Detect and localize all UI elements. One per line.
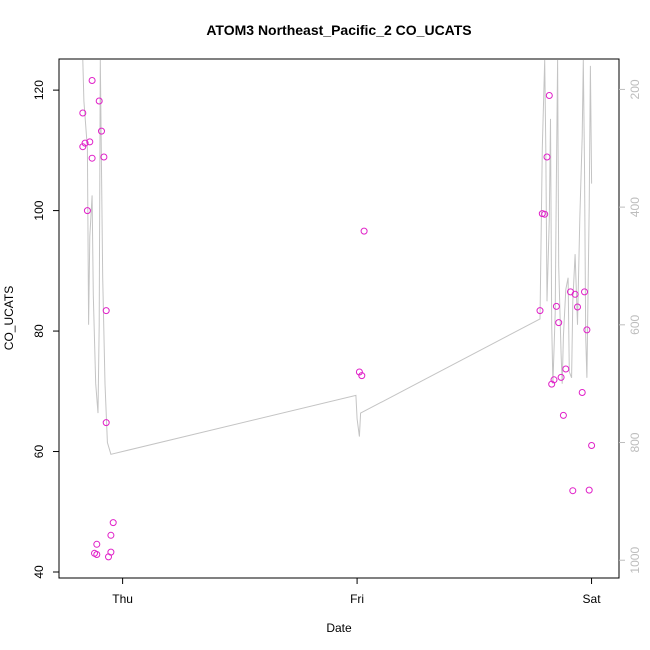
data-point [81,139,89,147]
data-point [93,551,101,558]
right-tick-label: 400 [628,197,642,217]
data-point [545,92,553,99]
data-point [557,373,565,381]
axes: 40 60 80 100 120 200 400 600 800 1000 Thu Fri Sat [32,58,642,606]
line-series [82,59,593,455]
y-axis-label: CO_UCATS [2,286,16,350]
y-tick-label: 40 [32,565,46,579]
data-point [541,210,549,218]
data-point [536,307,544,315]
data-point [93,540,101,548]
data-point [109,519,117,527]
data-point [79,143,87,151]
pressure-line [82,59,593,455]
data-point [100,153,108,161]
right-tick-label: 600 [628,314,642,334]
data-point [355,368,363,376]
data-point [578,389,586,396]
data-point [107,548,115,556]
data-point [95,97,103,105]
point-series [79,77,596,561]
data-point [571,290,579,298]
data-point [83,207,91,215]
data-point [88,154,96,162]
data-point [555,319,563,327]
data-point [79,109,87,117]
y-tick-label: 100 [32,200,46,220]
data-point [543,153,551,161]
right-tick-label: 1000 [628,547,642,574]
data-point [86,138,94,146]
chart-title: ATOM3 Northeast_Pacific_2 CO_UCATS [206,22,471,38]
data-point [583,326,591,334]
data-point [569,487,577,495]
data-point [98,127,105,135]
data-point [360,227,368,235]
right-tick-label: 200 [628,79,642,99]
data-point [585,486,593,494]
x-tick-label: Fri [350,592,364,606]
right-tick-label: 800 [628,432,642,452]
x-tick-label: Thu [112,592,133,606]
data-point [559,411,567,419]
x-tick-label: Sat [583,592,602,606]
data-point [552,302,560,310]
data-point [107,531,115,539]
x-axis-label: Date [326,621,352,635]
data-point [102,419,110,427]
data-point [88,77,96,84]
y-tick-label: 120 [32,80,46,100]
data-point [588,442,596,449]
data-point [574,303,581,311]
y-tick-label: 60 [32,445,46,459]
data-point [102,307,110,315]
data-point [550,376,558,384]
y-tick-label: 80 [32,324,46,338]
plot-frame [58,58,620,579]
data-point [562,365,570,373]
data-point [581,288,588,296]
data-point [358,372,366,380]
